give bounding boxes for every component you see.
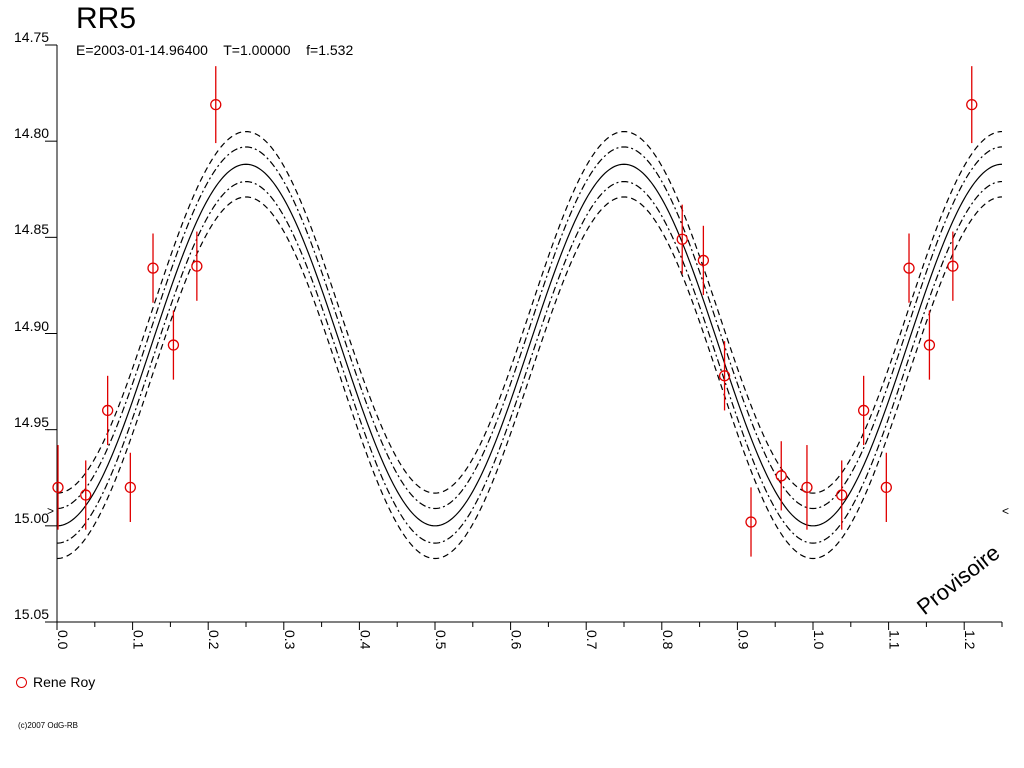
x-tick-label: 1.2 (962, 630, 978, 650)
x-tick-label: 1.0 (811, 630, 827, 650)
y-tick-label: 14.85 (14, 221, 50, 238)
x-tick-label: 0.3 (282, 630, 298, 650)
y-tick-label: 15.00 (14, 509, 50, 526)
y-tick-label: 15.05 (14, 606, 50, 622)
model-curve-inner-upper (56, 146, 1003, 510)
data-point (947, 260, 959, 272)
data-point (80, 489, 92, 501)
data-point (210, 98, 222, 111)
model-curve-outer-lower (56, 196, 1003, 560)
data-point (903, 262, 915, 274)
x-tick-label: 0.0 (55, 630, 71, 650)
data-point (102, 404, 114, 417)
data-point (147, 262, 159, 274)
data-point (697, 254, 710, 267)
x-tick-label: 0.6 (509, 630, 525, 650)
y-tick-label: 14.75 (14, 29, 50, 45)
data-point (191, 260, 203, 272)
copyright-credit: (c)2007 OdG-RB (18, 721, 79, 730)
chart-title: RR5 (76, 2, 137, 35)
legend-circle-icon (16, 676, 27, 688)
x-tick-label: 0.9 (735, 630, 751, 650)
data-point (718, 370, 731, 382)
data-point (167, 339, 180, 351)
data-point (124, 481, 136, 494)
legend: Rene Roy (16, 674, 95, 690)
x-tick-label: 0.5 (433, 630, 449, 650)
model-curve-inner-lower (56, 180, 1003, 544)
x-tick-label: 0.4 (357, 630, 373, 650)
data-point (801, 481, 813, 494)
x-tick-label: 0.1 (131, 630, 147, 650)
data-point (858, 404, 870, 417)
model-curve-outer-upper (56, 130, 1003, 494)
x-tick-label: 1.1 (887, 630, 903, 650)
legend-label: Rene Roy (33, 674, 96, 690)
data-point (676, 233, 688, 245)
x-tick-label: 0.7 (584, 630, 600, 650)
data-point (745, 516, 757, 528)
data-point (836, 489, 848, 501)
x-tick-label: 0.8 (660, 630, 676, 650)
data-point (52, 481, 64, 494)
x-tick-label: 0.2 (206, 630, 222, 650)
data-point (966, 98, 978, 111)
data-point (775, 470, 787, 482)
y-tick-label: 14.95 (14, 413, 50, 430)
y-tick-label: 14.80 (14, 125, 50, 142)
model-curve-mean (56, 163, 1003, 527)
left-caret-icon: > (47, 504, 55, 518)
data-point (923, 339, 936, 351)
right-caret-icon: < (1002, 504, 1010, 518)
data-point (880, 481, 892, 494)
y-tick-label: 14.90 (14, 317, 50, 334)
ephemeris-subtitle: E=2003-01-14.96400 T=1.00000 f=1.532 (76, 42, 354, 58)
